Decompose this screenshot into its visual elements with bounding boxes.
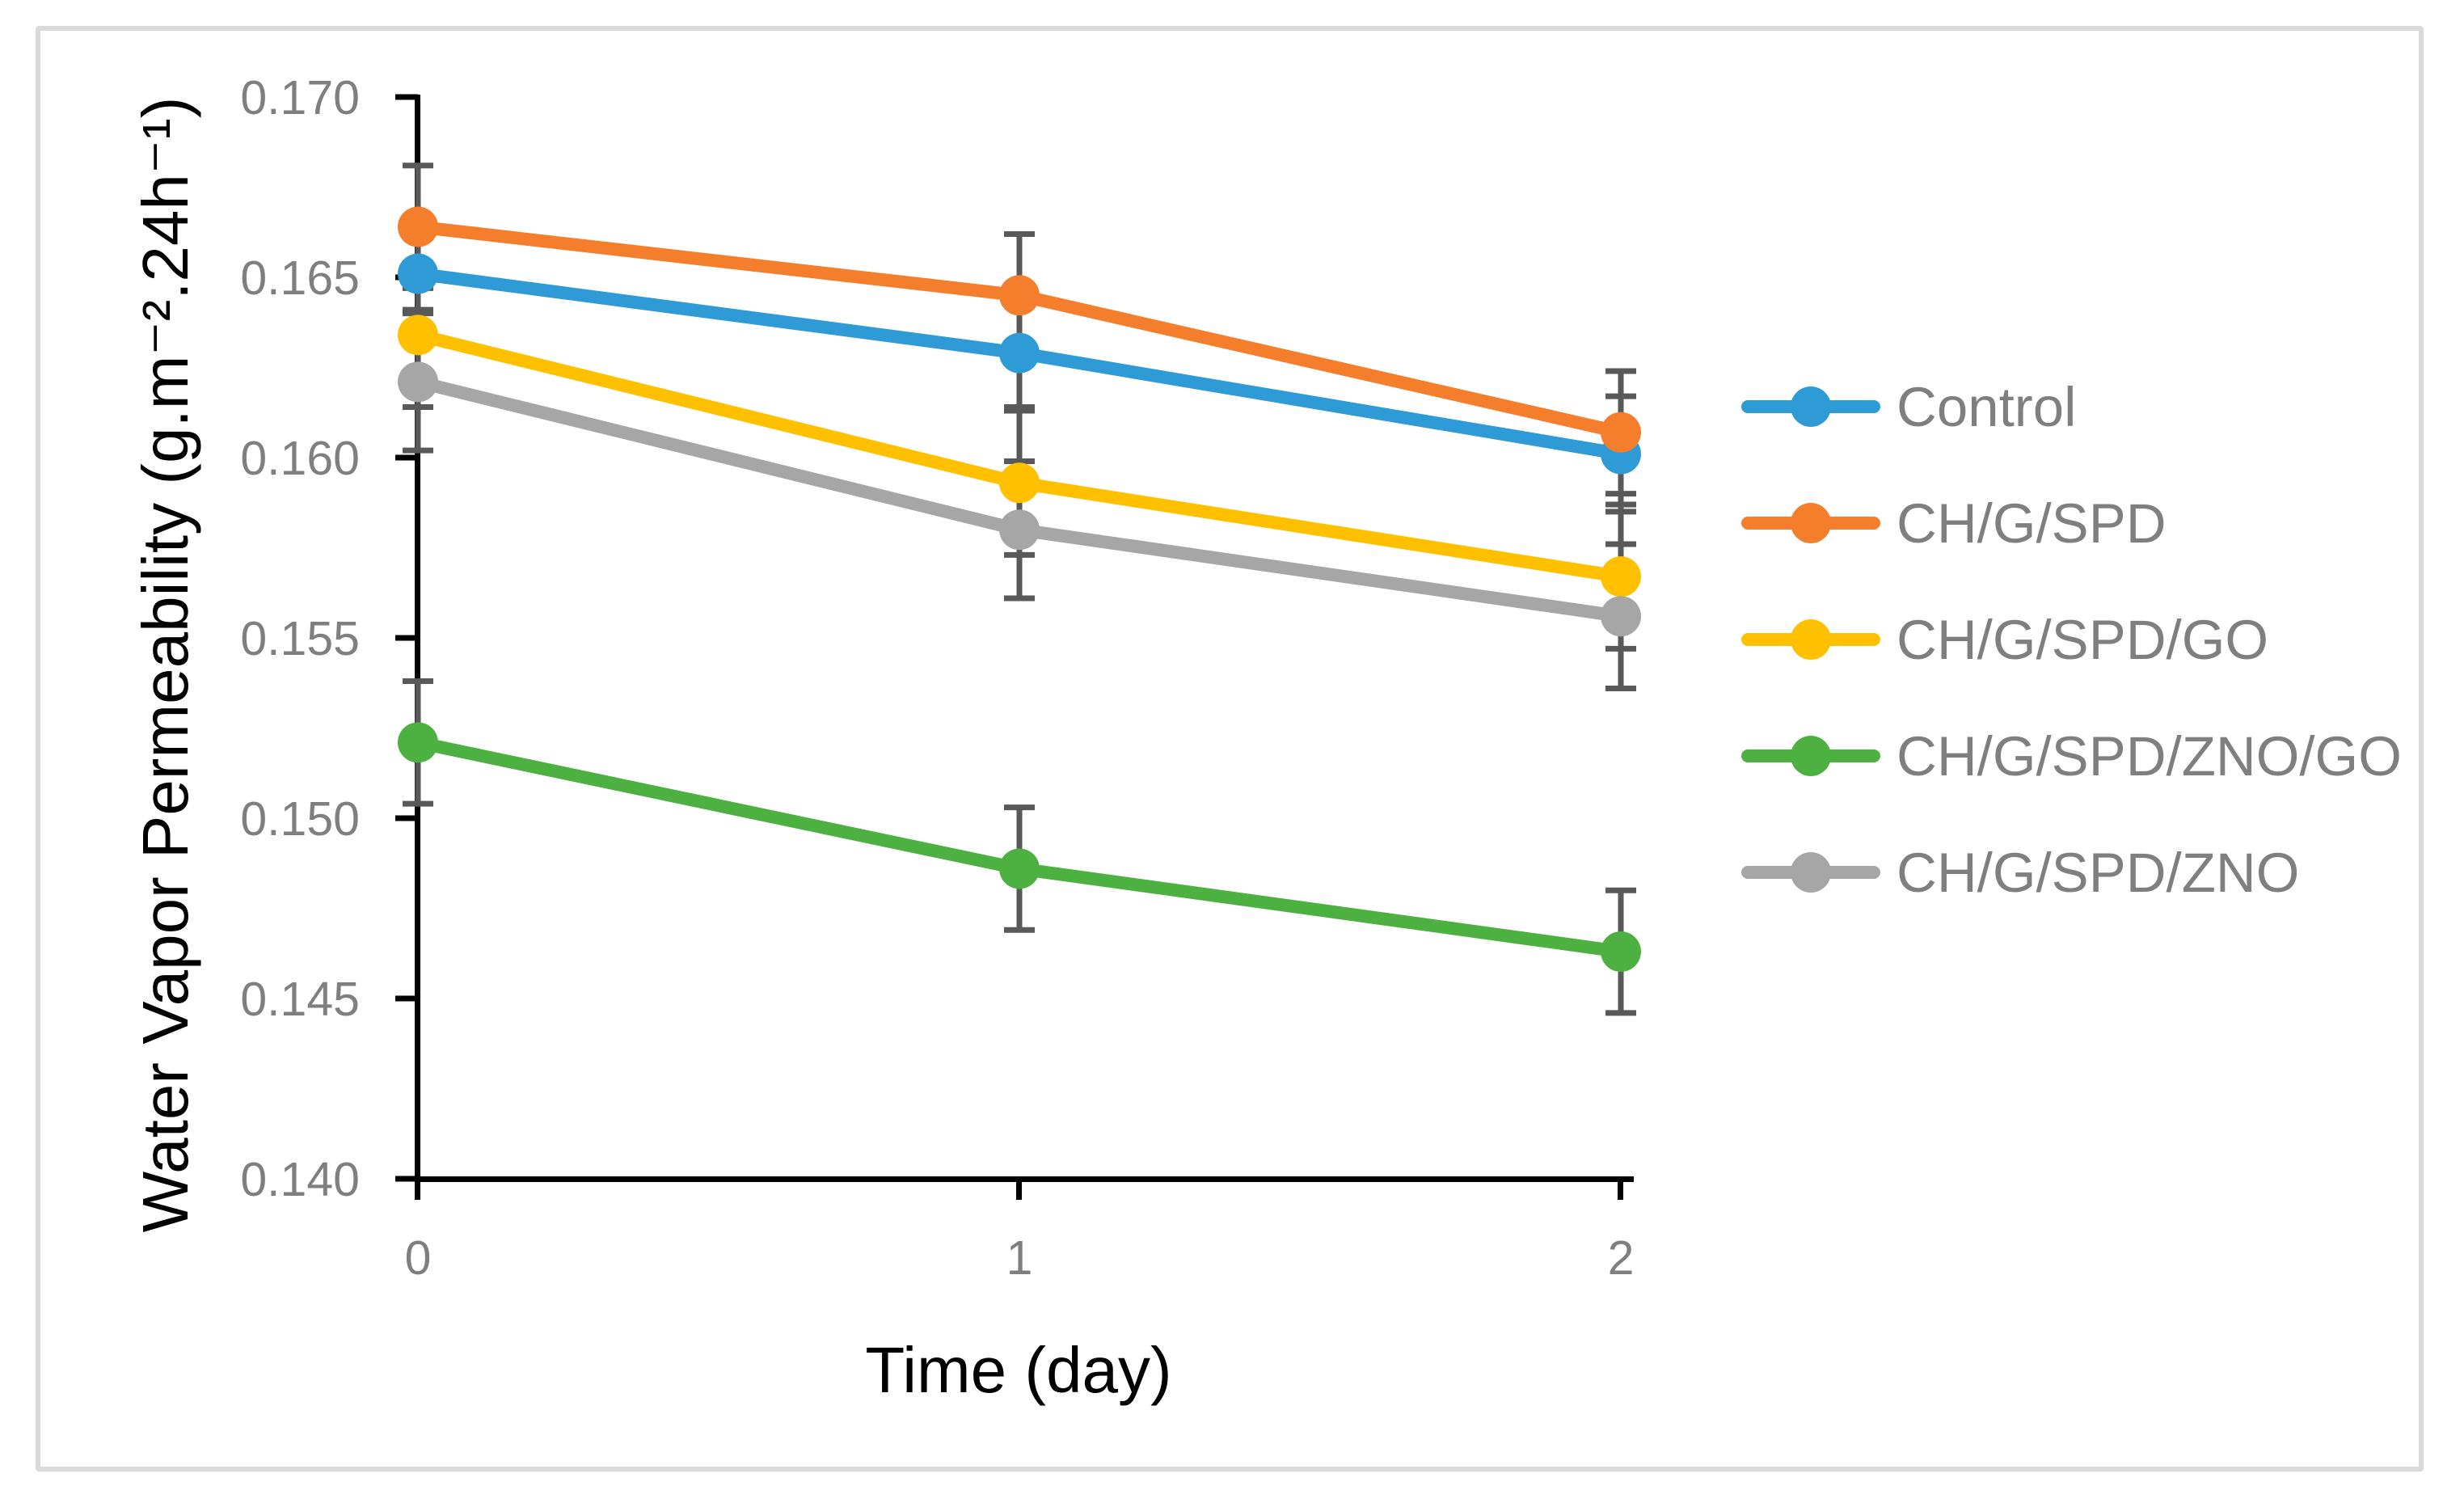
legend-key-icon (1741, 832, 1880, 913)
legend-key-icon (1741, 483, 1880, 564)
data-point-marker (999, 509, 1040, 551)
legend-marker-dot (1791, 852, 1831, 893)
y-axis-tick-label: 0.165 (240, 251, 360, 305)
data-point-marker (999, 462, 1040, 504)
legend-item-ch-g-spd-go: CH/G/SPD/GO (1741, 599, 2268, 680)
legend-key-icon (1741, 716, 1880, 796)
data-point-marker (1601, 931, 1641, 973)
legend-key-icon (1741, 599, 1880, 680)
data-point-marker (999, 848, 1040, 889)
x-axis-tick-label: 1 (1006, 1231, 1033, 1285)
data-point-marker (1601, 596, 1641, 637)
data-point-marker (1601, 412, 1641, 453)
legend-label: Control (1897, 375, 2077, 438)
legend-item-ch-g-spd-zno: CH/G/SPD/ZNO (1741, 832, 2299, 913)
y-axis-title: Water Vapor Permeability (g.m⁻².24h⁻¹) (129, 96, 201, 1233)
legend-key-icon (1741, 366, 1880, 447)
x-axis-tick-label: 2 (1608, 1231, 1635, 1285)
legend-item-control: Control (1741, 366, 2076, 447)
y-axis-tick-label: 0.155 (240, 612, 360, 665)
data-point-marker (999, 332, 1040, 374)
legend-label: CH/G/SPD/ZNO (1897, 841, 2300, 904)
y-axis-tick-label: 0.150 (240, 792, 360, 846)
y-axis-tick-label: 0.145 (240, 973, 360, 1026)
legend-marker-dot (1791, 503, 1831, 543)
data-point-marker (398, 206, 438, 247)
legend-item-ch-g-spd-zno-go: CH/G/SPD/ZNO/GO (1741, 716, 2402, 796)
y-axis-tick-label: 0.160 (240, 432, 360, 485)
legend-label: CH/G/SPD/ZNO/GO (1897, 724, 2402, 787)
data-point-marker (398, 253, 438, 294)
legend-marker-dot (1791, 736, 1831, 776)
x-axis-tick-label: 0 (405, 1231, 432, 1285)
data-point-marker (999, 275, 1040, 316)
legend-marker-dot (1791, 619, 1831, 660)
y-axis-tick-label: 0.170 (240, 71, 360, 125)
y-axis-tick-label: 0.140 (240, 1153, 360, 1206)
data-point-marker (398, 315, 438, 356)
legend-item-ch-g-spd: CH/G/SPD (1741, 483, 2167, 564)
legend-label: CH/G/SPD (1897, 492, 2167, 555)
legend-marker-dot (1791, 386, 1831, 427)
x-axis-title: Time (day) (865, 1334, 1172, 1406)
data-point-marker (1601, 556, 1641, 597)
data-point-marker (398, 722, 438, 763)
data-point-marker (398, 361, 438, 403)
legend-label: CH/G/SPD/GO (1897, 608, 2269, 671)
